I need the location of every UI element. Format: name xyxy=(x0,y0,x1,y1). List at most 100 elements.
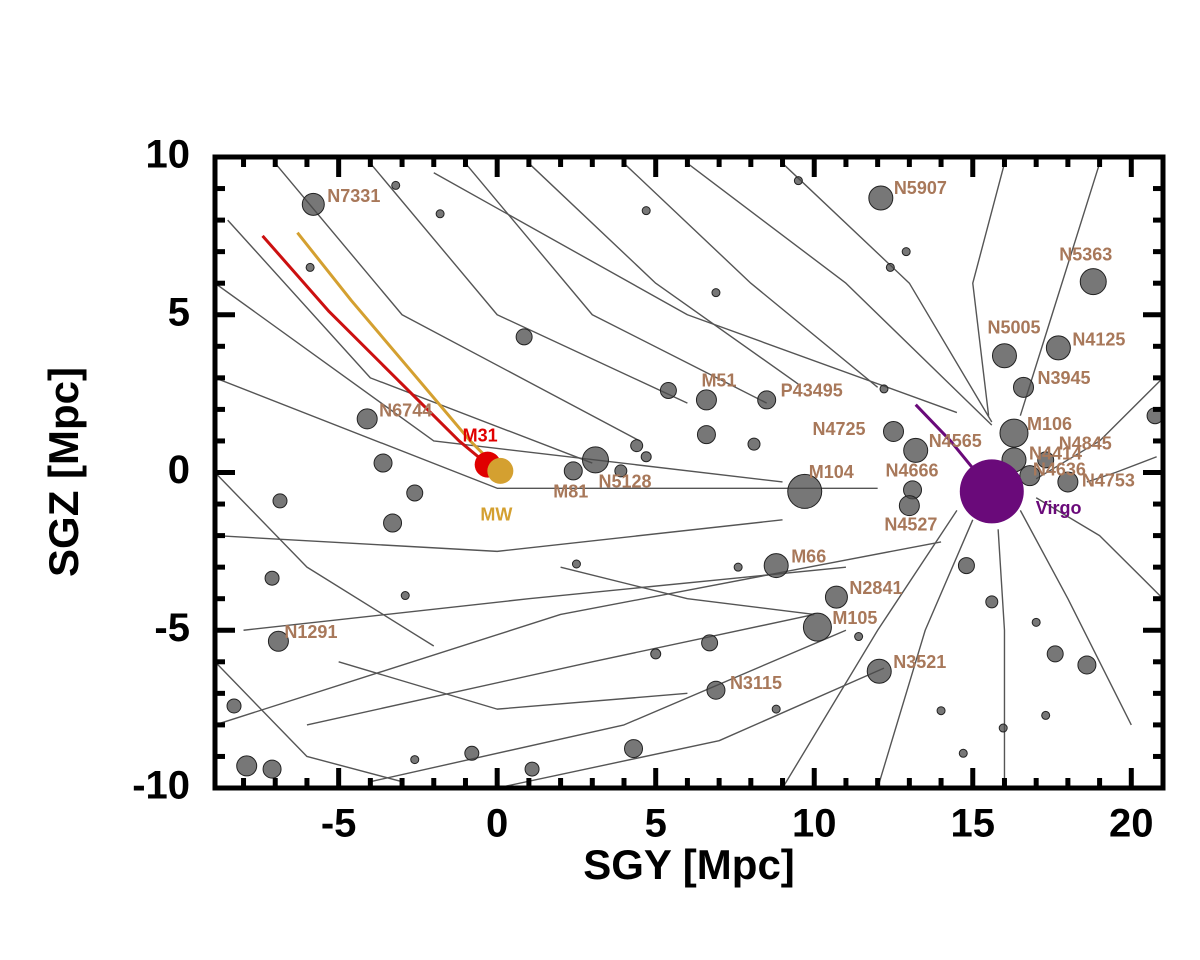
track xyxy=(623,162,879,388)
galaxy xyxy=(757,390,777,410)
galaxy-label: N3945 xyxy=(1037,368,1090,388)
galaxy-label: M104 xyxy=(809,462,854,482)
galaxy xyxy=(581,446,609,474)
field-galaxy xyxy=(747,437,761,451)
galaxy-label: N4666 xyxy=(886,461,939,481)
track xyxy=(528,162,799,385)
field-galaxy xyxy=(524,761,540,777)
track xyxy=(215,541,942,726)
field-galaxy xyxy=(936,706,946,716)
galaxy xyxy=(1019,465,1041,487)
x-tick-label: 5 xyxy=(645,802,667,846)
axes: -5 0 5 10 15 20 -10 -5 0 5 10 xyxy=(132,133,1166,846)
field-galaxy xyxy=(640,451,652,463)
field-galaxy xyxy=(571,559,581,569)
field-galaxy xyxy=(1041,710,1051,720)
field-galaxy xyxy=(733,562,743,572)
track xyxy=(433,172,958,414)
plot-area xyxy=(215,162,1163,788)
field-galaxy xyxy=(957,557,975,575)
track xyxy=(215,377,878,489)
galaxy-label: N6744 xyxy=(379,401,432,421)
galaxy xyxy=(999,418,1029,448)
track xyxy=(215,519,783,553)
field-galaxy xyxy=(373,453,393,473)
field-galaxy xyxy=(464,745,480,761)
x-tick-label: 15 xyxy=(951,802,996,846)
track xyxy=(497,667,885,788)
galaxy xyxy=(1037,451,1055,469)
track xyxy=(370,629,847,783)
galaxy-label: N4414 xyxy=(1029,444,1082,464)
x-tick-label: -5 xyxy=(321,802,357,846)
y-tick-label: -5 xyxy=(154,606,190,650)
field-galaxy xyxy=(641,206,651,216)
field-galaxy xyxy=(435,209,445,219)
galaxy xyxy=(1045,335,1071,361)
galaxy-label: N1291 xyxy=(284,622,337,642)
galaxy-label: N4565 xyxy=(929,431,982,451)
track xyxy=(338,661,688,710)
track xyxy=(782,162,993,423)
field-galaxy xyxy=(262,759,282,779)
y-axis-title: SGZ [Mpc] xyxy=(40,367,87,577)
track xyxy=(997,529,1006,788)
galaxy-label: M106 xyxy=(1027,414,1072,434)
galaxy xyxy=(763,553,789,579)
field-galaxy xyxy=(630,439,644,453)
track xyxy=(1035,377,1163,480)
field-galaxy xyxy=(515,328,533,346)
galaxy xyxy=(356,408,378,430)
galaxy-label: N4725 xyxy=(813,419,866,439)
field-galaxy xyxy=(400,591,410,601)
field-galaxy xyxy=(406,484,424,502)
galaxy-label: N3115 xyxy=(730,673,782,693)
field-galaxy xyxy=(885,262,895,272)
galaxy-label: M51 xyxy=(701,371,736,391)
field-galaxy xyxy=(264,570,280,586)
field-galaxy xyxy=(1046,645,1064,663)
x-tick-label: 0 xyxy=(486,802,508,846)
galaxy xyxy=(883,420,905,442)
field-galaxy xyxy=(650,648,662,660)
galaxy-label: M105 xyxy=(832,608,877,628)
galaxy xyxy=(991,343,1017,369)
field-galaxy xyxy=(1077,655,1097,675)
field-galaxy xyxy=(659,381,677,399)
galaxy-label: M81 xyxy=(553,482,588,502)
y-tick-label: 5 xyxy=(168,290,190,334)
field-galaxy xyxy=(958,748,968,758)
field-galaxy xyxy=(305,262,315,272)
highlight-path xyxy=(261,234,489,466)
field-galaxy xyxy=(696,425,716,445)
field-galaxy xyxy=(985,595,999,609)
x-tick-label: 10 xyxy=(792,802,837,846)
track xyxy=(1035,497,1163,600)
galaxy-label: N4527 xyxy=(884,514,937,534)
galaxy xyxy=(695,389,717,411)
track xyxy=(306,613,815,726)
y-tick-label: 10 xyxy=(146,133,191,177)
galaxy-label: N4845 xyxy=(1059,434,1112,454)
track xyxy=(243,566,847,631)
field-galaxy xyxy=(711,288,721,298)
galaxy xyxy=(787,473,823,509)
track xyxy=(227,219,593,464)
field-galaxy xyxy=(226,698,242,714)
track xyxy=(215,472,435,647)
field-galaxy xyxy=(771,704,781,714)
track xyxy=(215,282,783,483)
highlight-galaxy xyxy=(487,457,514,484)
galaxy xyxy=(1079,268,1107,296)
galaxy-label: MW xyxy=(480,505,512,525)
galaxy-label: N5363 xyxy=(1059,244,1112,264)
highlight-path xyxy=(296,231,502,472)
galaxy xyxy=(898,495,920,517)
track xyxy=(369,162,688,404)
galaxy-label: Virgo xyxy=(1036,498,1082,518)
galaxy-label: M66 xyxy=(791,546,826,566)
galaxy xyxy=(824,585,848,609)
field-galaxy xyxy=(614,464,628,478)
galaxy xyxy=(1057,471,1079,493)
